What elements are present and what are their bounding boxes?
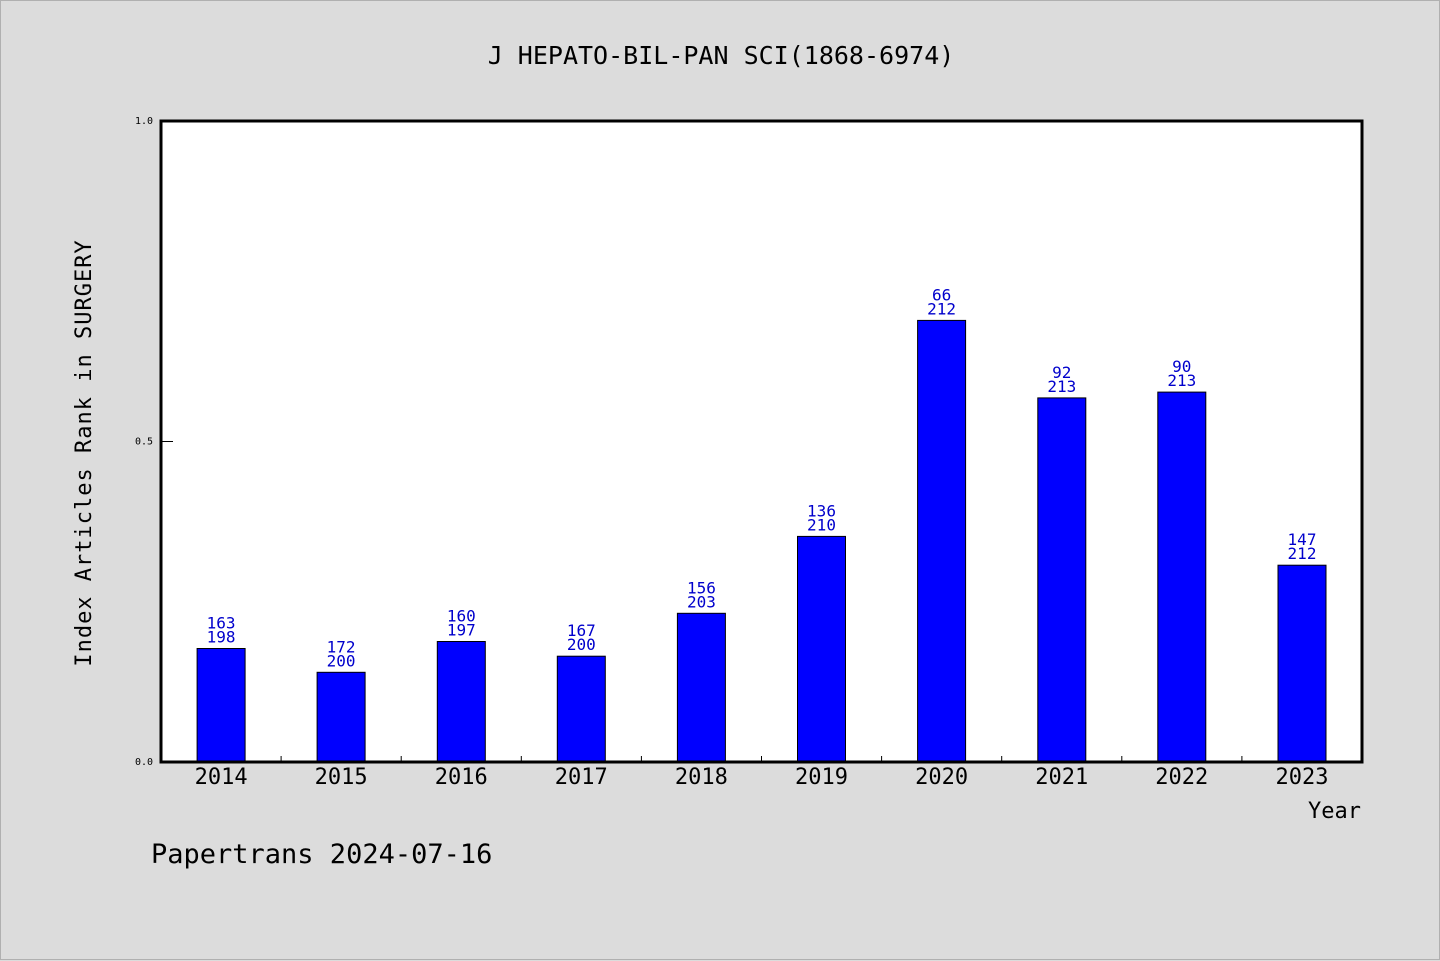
- data-label-total-2021: 213: [1047, 377, 1076, 396]
- plot-border: [159, 119, 1364, 764]
- y-axis-label: Index Articles Rank in SURGERY: [72, 239, 97, 666]
- x-tick-label-2016: 2016: [435, 765, 488, 790]
- x-tick-label-2015: 2015: [315, 765, 368, 790]
- y-tick-label-2: 1.0: [135, 116, 153, 127]
- data-label-rank-2020: 66: [932, 285, 951, 304]
- data-label-rank-2021: 92: [1052, 363, 1071, 382]
- x-tick-label-2020: 2020: [915, 765, 968, 790]
- x-tick-label-2021: 2021: [1035, 765, 1088, 790]
- chart-title: J HEPATO-BIL-PAN SCI(1868-6974): [488, 41, 955, 70]
- bar-2018: [676, 612, 726, 763]
- bar-2015: [316, 671, 366, 763]
- x-tick-label-2022: 2022: [1155, 765, 1208, 790]
- bar-2023: [1277, 564, 1327, 763]
- data-label-rank-2016: 160: [447, 607, 476, 626]
- bar-2020: [917, 319, 967, 763]
- data-label-rank-2015: 172: [327, 637, 356, 656]
- x-tick-label-2017: 2017: [555, 765, 608, 790]
- data-label-rank-2017: 167: [567, 621, 596, 640]
- footer-credit: Papertrans 2024-07-16: [151, 839, 492, 870]
- data-label-total-2017: 200: [567, 635, 596, 654]
- data-label-rank-2019: 136: [807, 501, 836, 520]
- data-label-total-2020: 212: [927, 299, 956, 318]
- x-axis: 2014 2015 2016 2017 2018 2019 2020 2021 2022 2023: [195, 756, 1329, 790]
- data-label-rank-2018: 156: [687, 578, 716, 597]
- x-tick-label-2014: 2014: [195, 765, 248, 790]
- data-label-total-2018: 203: [687, 592, 716, 611]
- bar-2021: [1037, 397, 1087, 763]
- bar-2019: [797, 535, 846, 763]
- x-tick-label-2019: 2019: [795, 765, 848, 790]
- data-label-total-2019: 210: [807, 515, 836, 534]
- data-label-rank-2022: 90: [1172, 357, 1191, 376]
- y-tick-label-0: 0.0: [135, 757, 153, 768]
- x-axis-label: Year: [1308, 799, 1361, 824]
- bar-2022: [1157, 391, 1207, 763]
- data-label-total-2015: 200: [327, 651, 356, 670]
- x-tick-label-2023: 2023: [1276, 765, 1329, 790]
- y-tick-label-1: 0.5: [135, 437, 153, 448]
- data-label-total-2014: 198: [207, 628, 236, 647]
- bar-2016: [436, 641, 486, 763]
- data-label-total-2016: 197: [447, 621, 476, 640]
- data-label-rank-2023: 147: [1288, 530, 1317, 549]
- data-label-rank-2014: 163: [207, 614, 236, 633]
- bar-2017: [556, 655, 606, 763]
- data-label-total-2022: 213: [1167, 371, 1196, 390]
- data-label-total-2023: 212: [1288, 544, 1317, 563]
- bar-2014: [196, 648, 246, 763]
- x-tick-label-2018: 2018: [675, 765, 728, 790]
